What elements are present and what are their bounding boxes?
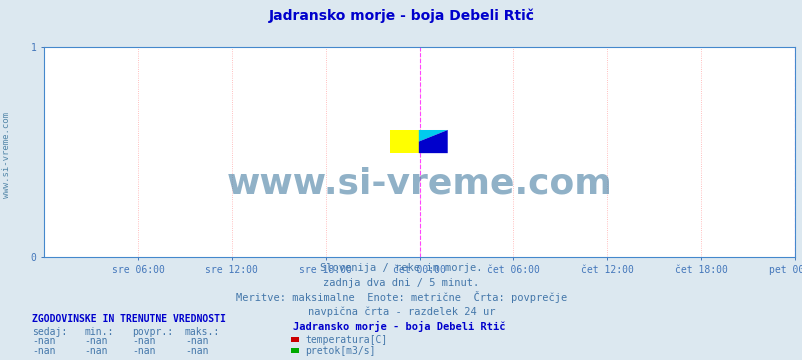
Polygon shape	[419, 130, 448, 141]
Text: ZGODOVINSKE IN TRENUTNE VREDNOSTI: ZGODOVINSKE IN TRENUTNE VREDNOSTI	[32, 314, 225, 324]
Text: -nan: -nan	[184, 336, 209, 346]
Text: min.:: min.:	[84, 327, 114, 337]
Polygon shape	[390, 130, 419, 153]
Text: Jadransko morje - boja Debeli Rtič: Jadransko morje - boja Debeli Rtič	[293, 321, 505, 333]
Text: Meritve: maksimalne  Enote: metrične  Črta: povprečje: Meritve: maksimalne Enote: metrične Črta…	[236, 291, 566, 303]
Text: navpična črta - razdelek 24 ur: navpična črta - razdelek 24 ur	[307, 306, 495, 317]
Text: sedaj:: sedaj:	[32, 327, 67, 337]
Text: -nan: -nan	[84, 346, 108, 356]
Text: maks.:: maks.:	[184, 327, 220, 337]
Text: -nan: -nan	[184, 346, 209, 356]
Text: pretok[m3/s]: pretok[m3/s]	[305, 346, 375, 356]
Text: -nan: -nan	[132, 346, 156, 356]
Text: -nan: -nan	[32, 346, 56, 356]
Text: Slovenija / reke in morje.: Slovenija / reke in morje.	[320, 263, 482, 273]
Text: www.si-vreme.com: www.si-vreme.com	[2, 112, 11, 198]
Text: Jadransko morje - boja Debeli Rtič: Jadransko morje - boja Debeli Rtič	[268, 9, 534, 23]
Text: zadnja dva dni / 5 minut.: zadnja dva dni / 5 minut.	[323, 278, 479, 288]
Text: -nan: -nan	[84, 336, 108, 346]
Text: www.si-vreme.com: www.si-vreme.com	[226, 167, 612, 201]
Text: -nan: -nan	[32, 336, 56, 346]
Polygon shape	[419, 130, 448, 153]
Text: temperatura[C]: temperatura[C]	[305, 335, 387, 345]
Text: -nan: -nan	[132, 336, 156, 346]
Text: povpr.:: povpr.:	[132, 327, 173, 337]
